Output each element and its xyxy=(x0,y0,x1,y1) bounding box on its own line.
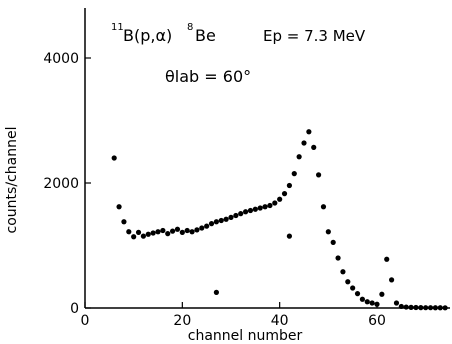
data-point xyxy=(311,144,317,150)
data-point xyxy=(423,305,429,311)
x-tick-label: 40 xyxy=(271,313,289,329)
data-point xyxy=(413,304,419,311)
data-point xyxy=(359,296,365,302)
x-tick-label: 20 xyxy=(173,313,191,329)
data-point xyxy=(194,227,200,233)
data-point xyxy=(374,301,380,307)
data-point xyxy=(286,233,292,239)
data-point xyxy=(277,196,283,202)
data-point xyxy=(286,182,292,189)
data-point xyxy=(228,214,234,220)
ticks: 0 20 40 60 0 2000 4000 xyxy=(43,51,386,329)
data-point xyxy=(291,171,297,177)
data-point xyxy=(155,229,161,235)
data-point xyxy=(121,219,127,225)
reaction-nuclide-b: 8 xyxy=(187,22,193,33)
data-point xyxy=(281,191,288,197)
data-point xyxy=(233,212,239,219)
data-point xyxy=(131,234,137,240)
data-point xyxy=(301,140,307,146)
data-point xyxy=(213,289,219,295)
data-point xyxy=(393,300,400,306)
data-point xyxy=(427,305,434,311)
data-point xyxy=(135,229,142,235)
data-point xyxy=(150,230,156,236)
data-point xyxy=(316,172,322,178)
data-point xyxy=(174,226,181,232)
data-point xyxy=(330,239,336,245)
data-point xyxy=(199,225,205,231)
data-point xyxy=(320,204,327,210)
data-point xyxy=(257,205,263,211)
data-point xyxy=(223,216,229,222)
reaction-text: B(p,α) xyxy=(123,26,172,45)
y-tick-label: 2000 xyxy=(43,176,79,192)
data-point xyxy=(384,256,390,262)
data-point xyxy=(165,231,171,237)
data-point xyxy=(335,255,341,261)
data-point xyxy=(218,217,224,224)
data-point xyxy=(204,223,210,229)
data-point xyxy=(262,204,268,210)
data-point xyxy=(442,305,448,311)
x-tick-label: 0 xyxy=(81,313,90,329)
data-point xyxy=(272,200,278,206)
y-tick-label: 0 xyxy=(70,301,79,317)
data-point xyxy=(126,229,132,235)
reaction-nuclide-a: 11 xyxy=(111,22,124,33)
data-point xyxy=(408,304,414,310)
y-axis-label: counts/channel xyxy=(4,127,20,234)
data-point xyxy=(398,303,404,310)
data-point xyxy=(350,285,356,291)
data-point xyxy=(403,304,409,310)
data-point xyxy=(369,300,375,306)
data-point xyxy=(252,206,258,212)
data-point xyxy=(111,155,117,161)
data-point xyxy=(170,228,176,234)
data-point xyxy=(296,154,302,160)
data-point xyxy=(213,219,219,225)
data-point xyxy=(160,227,166,234)
data-point xyxy=(354,291,361,297)
energy-annotation: Ep = 7.3 MeV xyxy=(263,27,366,45)
data-points xyxy=(111,129,448,311)
data-point xyxy=(116,204,122,210)
data-point xyxy=(379,291,385,297)
y-tick-label: 4000 xyxy=(43,51,79,67)
data-point xyxy=(247,207,254,214)
data-point xyxy=(145,231,151,237)
data-point xyxy=(184,227,190,234)
data-point xyxy=(238,211,244,217)
axes xyxy=(84,8,450,309)
data-point xyxy=(437,305,443,311)
reaction-text-b: Be xyxy=(195,26,216,45)
data-point xyxy=(208,221,215,227)
data-point xyxy=(189,229,195,235)
x-tick-label: 60 xyxy=(368,313,386,329)
data-point xyxy=(306,129,312,135)
data-point xyxy=(243,209,249,215)
data-point xyxy=(179,229,185,235)
data-point xyxy=(364,299,370,305)
data-point xyxy=(340,269,346,275)
x-axis-label: channel number xyxy=(188,328,303,344)
data-point xyxy=(345,279,351,285)
data-point xyxy=(325,229,331,235)
data-point xyxy=(432,305,438,311)
data-point xyxy=(267,202,273,209)
data-point xyxy=(418,305,424,311)
data-point xyxy=(389,277,395,283)
data-point xyxy=(140,233,146,239)
angle-annotation: θlab = 60° xyxy=(165,67,251,86)
